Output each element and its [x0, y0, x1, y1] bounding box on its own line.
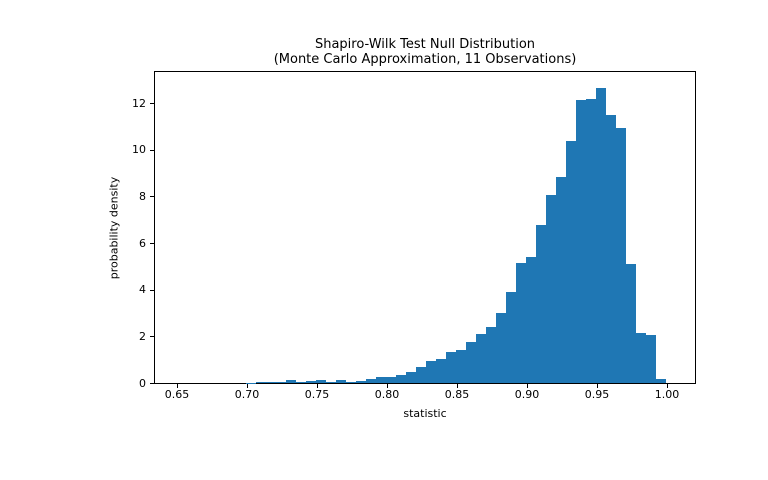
histogram-bar — [616, 127, 627, 383]
x-tick-mark — [667, 384, 668, 388]
y-tick-mark — [150, 103, 154, 105]
y-tick-mark — [150, 149, 154, 151]
histogram-bar — [646, 335, 657, 383]
histogram-bar — [446, 352, 456, 383]
histogram-bar — [246, 382, 256, 383]
x-tick-label: 0.80 — [374, 388, 400, 401]
histogram-bar — [366, 379, 376, 383]
y-tick-label: 8 — [139, 189, 146, 203]
x-axis-label: statistic — [403, 407, 447, 420]
histogram-bar — [506, 292, 516, 383]
histogram-bar — [406, 372, 416, 383]
y-axis-label: probability density — [107, 176, 121, 280]
x-tick-label: 0.70 — [234, 388, 260, 401]
x-tick-label: 1.00 — [654, 388, 680, 401]
histogram-bar — [496, 313, 506, 383]
histogram-bar — [486, 327, 496, 383]
histogram-bar — [556, 177, 567, 383]
histogram-bar — [326, 382, 336, 383]
histogram-bar — [536, 225, 547, 383]
histogram-bar — [576, 100, 587, 383]
histogram-bar — [606, 115, 617, 383]
histogram-bar — [656, 378, 667, 383]
histogram-bar — [466, 341, 476, 383]
x-tick-mark — [246, 384, 248, 388]
histogram-bar — [566, 141, 577, 383]
x-tick-label: 0.75 — [304, 388, 330, 401]
histogram-bar — [526, 256, 537, 383]
histogram-bar — [346, 381, 356, 383]
histogram-bar — [296, 382, 306, 383]
y-tick-mark — [150, 336, 154, 338]
histogram-bar — [266, 382, 276, 383]
chart-title-line2: (Monte Carlo Approximation, 11 Observati… — [273, 52, 577, 67]
x-tick-mark — [386, 384, 388, 388]
histogram-bar — [386, 376, 396, 383]
histogram-bar — [356, 380, 366, 383]
histogram-bar — [516, 263, 526, 383]
histogram-bar — [256, 382, 266, 383]
y-tick-label: 0 — [139, 376, 146, 390]
histogram-bar — [376, 376, 386, 383]
histogram-bar — [316, 379, 326, 383]
y-tick-mark — [150, 243, 154, 245]
x-tick-mark — [526, 384, 528, 388]
y-tick-mark — [150, 383, 154, 384]
x-tick-mark — [176, 384, 178, 388]
x-tick-mark — [597, 384, 598, 388]
histogram-bar — [276, 381, 286, 383]
histogram-bar — [546, 195, 557, 383]
histogram-bar — [336, 380, 346, 383]
y-tick-label: 6 — [139, 236, 146, 250]
y-tick-label: 10 — [132, 143, 146, 157]
histogram-bar — [416, 366, 426, 383]
histogram-bar — [436, 359, 446, 383]
histogram-bar — [586, 98, 597, 383]
histogram-bar — [476, 334, 486, 383]
histogram-bar — [636, 332, 647, 383]
histogram-bar — [396, 375, 406, 383]
chart-title: Shapiro-Wilk Test Null Distribution (Mon… — [155, 37, 695, 67]
histogram-bar — [306, 381, 316, 383]
x-tick-label: 0.65 — [164, 388, 190, 401]
y-tick-mark — [150, 289, 154, 291]
x-tick-label: 0.95 — [584, 388, 610, 401]
x-tick-label: 0.90 — [514, 388, 540, 401]
chart-title-line1: Shapiro-Wilk Test Null Distribution — [314, 37, 536, 52]
x-tick-mark — [316, 384, 318, 388]
y-tick-label: 2 — [139, 329, 146, 343]
plot-area — [154, 71, 696, 384]
histogram-bar — [596, 87, 607, 383]
y-tick-label: 4 — [139, 283, 146, 297]
histogram-bar — [426, 361, 436, 383]
histogram-bar — [286, 380, 296, 383]
histogram-bar — [626, 264, 637, 383]
x-tick-label: 0.85 — [444, 388, 470, 401]
histogram-bar — [456, 350, 466, 383]
x-tick-mark — [456, 384, 458, 388]
y-tick-label: 12 — [132, 96, 146, 110]
y-tick-mark — [150, 196, 154, 198]
